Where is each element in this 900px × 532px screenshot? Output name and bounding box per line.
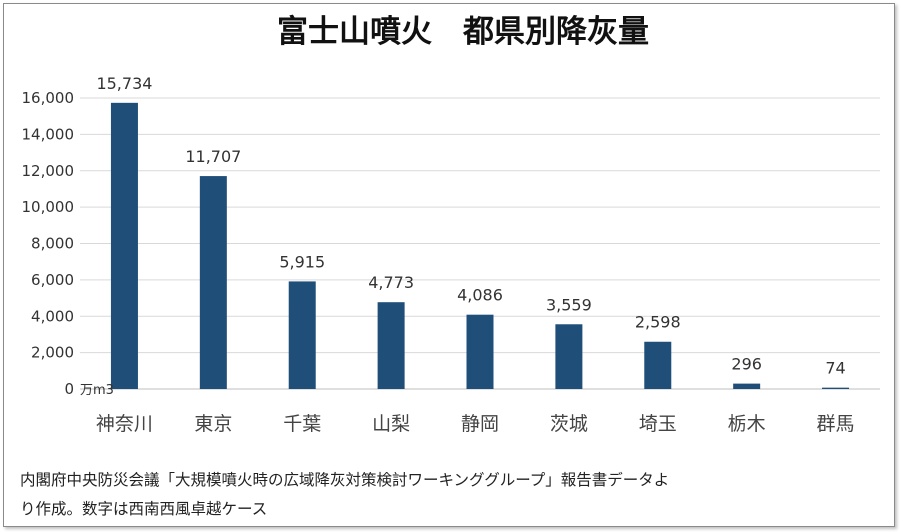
category-label: 東京 [194, 413, 232, 435]
data-label: 15,734 [96, 74, 152, 93]
category-label: 静岡 [461, 413, 499, 435]
category-label: 千葉 [283, 413, 321, 435]
y-tick-label: 2,000 [31, 344, 74, 362]
category-label: 茨城 [550, 413, 588, 435]
y-axis-unit-label: 万m3 [80, 383, 114, 398]
chart-frame [3, 3, 895, 527]
y-axis-tick-labels: 0 2,000 4,000 6,000 8,000 10,000 12,000 14,000 1… [22, 89, 75, 398]
y-tick-label: 10,000 [22, 198, 75, 216]
y-tick-label: 14,000 [22, 125, 75, 143]
data-label: 11,707 [185, 147, 241, 166]
bar [733, 383, 761, 389]
source-note: 内閣府中央防災会議「大規模噴火時の広域降灰対策検討ワーキンググループ」報告書デー… [20, 466, 880, 524]
data-label: 74 [825, 359, 845, 378]
y-tick-label: 16,000 [22, 89, 75, 107]
bar [555, 324, 583, 389]
bar [199, 176, 227, 389]
bar [110, 102, 138, 389]
chart-title: 富士山噴火 都県別降灰量 [277, 14, 649, 50]
data-labels: 15,734 11,707 5,915 4,773 4,086 3,559 2,598 296… [96, 74, 845, 378]
bar [288, 281, 316, 389]
category-label: 栃木 [728, 413, 766, 435]
bar [377, 302, 405, 389]
source-note-line-2: り作成。数字は西南西風卓越ケース [20, 500, 268, 518]
data-label: 4,086 [457, 286, 503, 305]
y-tick-label: 6,000 [31, 271, 74, 289]
data-label: 5,915 [279, 252, 325, 271]
bar [466, 314, 494, 389]
data-label: 3,559 [546, 295, 592, 314]
bars [110, 102, 850, 389]
category-label: 山梨 [372, 413, 410, 435]
category-label: 埼玉 [639, 413, 677, 435]
bar [822, 387, 850, 389]
category-label: 神奈川 [96, 413, 153, 435]
data-label: 2,598 [635, 313, 681, 332]
y-tick-label: 4,000 [31, 307, 74, 325]
y-tick-label: 0 [64, 380, 74, 398]
data-label: 296 [731, 355, 762, 374]
source-note-line-1: 内閣府中央防災会議「大規模噴火時の広域降灰対策検討ワーキンググループ」報告書デー… [20, 471, 670, 489]
category-label: 群馬 [817, 413, 855, 435]
bar [644, 341, 672, 389]
y-tick-label: 12,000 [22, 162, 75, 180]
x-axis-category-labels: 神奈川 東京 千葉 山梨 静岡 茨城 埼玉 栃木 群馬 [96, 413, 855, 435]
data-label: 4,773 [368, 273, 414, 292]
y-tick-label: 8,000 [31, 235, 74, 253]
